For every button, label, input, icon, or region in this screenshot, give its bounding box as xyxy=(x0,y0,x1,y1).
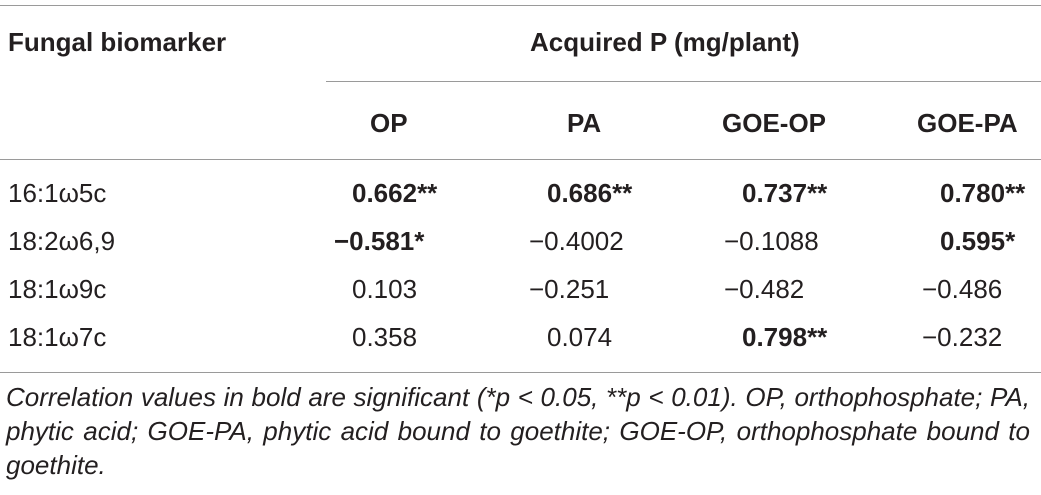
cell-op: 0.662** xyxy=(352,178,438,208)
cell-goe-pa: −0.232 xyxy=(922,322,1003,352)
cell-goe-pa: 0.780** xyxy=(940,178,1026,208)
cell-goe-op: 0.798** xyxy=(742,322,828,352)
column-group-rule xyxy=(326,81,1041,82)
column-header-goe-pa: GOE-PA xyxy=(917,108,1018,138)
column-header-goe-op: GOE-OP xyxy=(722,108,827,138)
cell-op: 0.103 xyxy=(352,274,418,304)
row-header-label: Fungal biomarker xyxy=(8,27,227,57)
column-header-op: OP xyxy=(370,108,408,138)
cell-goe-op: −0.1088 xyxy=(724,226,819,256)
cell-pa: −0.251 xyxy=(529,274,610,304)
table-footnote: Correlation values in bold are significa… xyxy=(6,382,1030,480)
cell-goe-pa: 0.595* xyxy=(940,226,1016,256)
row-label: 16:1ω5c xyxy=(8,178,107,208)
cell-goe-op: −0.482 xyxy=(724,274,805,304)
column-header-pa: PA xyxy=(567,108,602,138)
cell-goe-op: 0.737** xyxy=(742,178,828,208)
table-bottom-rule xyxy=(0,372,1041,373)
cell-op: 0.358 xyxy=(352,322,418,352)
cell-pa: 0.686** xyxy=(547,178,633,208)
cell-goe-pa: −0.486 xyxy=(922,274,1003,304)
row-label: 18:1ω7c xyxy=(8,322,107,352)
row-label: 18:2ω6,9 xyxy=(8,226,116,256)
cell-op: −0.581* xyxy=(334,226,425,256)
table-top-rule xyxy=(0,5,1041,6)
column-group-label: Acquired P (mg/plant) xyxy=(530,27,800,57)
header-bottom-rule xyxy=(0,159,1041,160)
cell-pa: 0.074 xyxy=(547,322,613,352)
row-label: 18:1ω9c xyxy=(8,274,107,304)
cell-pa: −0.4002 xyxy=(529,226,624,256)
